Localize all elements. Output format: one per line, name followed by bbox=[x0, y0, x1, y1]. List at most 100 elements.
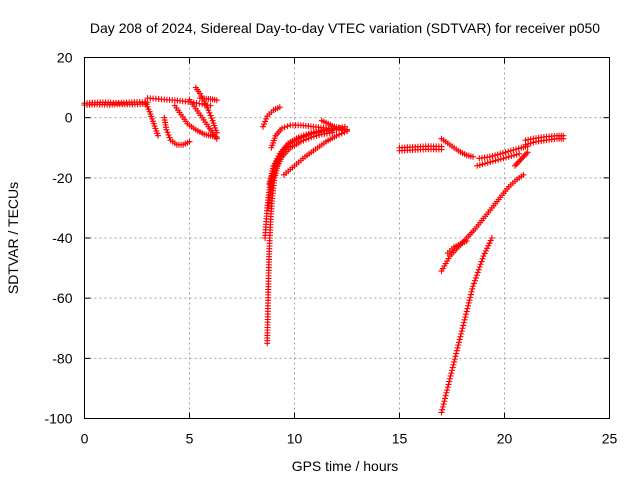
data-point bbox=[456, 339, 462, 346]
data-point bbox=[458, 328, 465, 335]
data-point bbox=[338, 130, 345, 137]
data-point bbox=[444, 387, 451, 394]
data-point bbox=[479, 255, 486, 262]
data-point bbox=[470, 280, 477, 287]
data-point bbox=[207, 112, 214, 119]
data-point bbox=[505, 148, 512, 155]
data-point bbox=[461, 316, 468, 323]
data-point bbox=[442, 395, 448, 402]
data-point bbox=[484, 159, 491, 166]
data-point bbox=[284, 123, 291, 130]
data-point bbox=[166, 134, 173, 141]
data-point bbox=[464, 305, 471, 312]
data-point bbox=[453, 347, 460, 354]
data-point bbox=[447, 372, 454, 379]
data-point bbox=[502, 149, 509, 156]
axis-ticks bbox=[84, 57, 610, 419]
data-point bbox=[513, 146, 520, 153]
series-track-03 bbox=[142, 99, 161, 139]
data-point bbox=[164, 129, 171, 136]
data-point bbox=[443, 389, 450, 396]
y-tick-labels: -100 -80 -60 -40 -20 0 20 bbox=[44, 50, 72, 427]
data-point bbox=[477, 261, 484, 268]
data-point bbox=[439, 403, 446, 410]
data-point bbox=[449, 367, 455, 374]
data-point bbox=[507, 147, 514, 154]
series-track-17 bbox=[260, 104, 283, 130]
data-point bbox=[263, 115, 270, 122]
series-track-24 bbox=[444, 238, 470, 257]
data-point bbox=[508, 153, 515, 160]
data-point bbox=[514, 159, 521, 166]
x-axis-label: GPS time / hours bbox=[292, 458, 399, 474]
series-track-21 bbox=[438, 135, 476, 160]
data-point bbox=[510, 152, 517, 159]
data-point bbox=[333, 132, 340, 139]
data-point bbox=[472, 274, 479, 281]
data-point bbox=[465, 302, 472, 309]
data-point bbox=[438, 146, 445, 153]
data-point bbox=[446, 378, 453, 385]
data-point bbox=[336, 131, 343, 138]
data-point bbox=[344, 126, 350, 133]
x-tick-label: 5 bbox=[186, 431, 194, 447]
chart-title: Day 208 of 2024, Sidereal Day-to-day VTE… bbox=[90, 20, 600, 36]
data-point bbox=[469, 285, 476, 292]
data-point bbox=[468, 288, 475, 295]
data-point bbox=[485, 242, 492, 249]
data-point bbox=[465, 299, 472, 306]
data-point bbox=[515, 145, 522, 152]
data-point bbox=[463, 308, 470, 315]
data-point bbox=[478, 258, 485, 265]
data-point bbox=[524, 149, 531, 156]
data-point bbox=[497, 150, 504, 157]
data-point bbox=[456, 336, 463, 343]
data-point bbox=[517, 156, 524, 163]
data-point bbox=[206, 109, 213, 116]
data-point bbox=[470, 283, 476, 290]
data-point bbox=[520, 171, 527, 178]
data-point bbox=[463, 238, 470, 245]
data-point bbox=[208, 115, 215, 122]
grid-lines bbox=[84, 57, 610, 419]
data-point bbox=[487, 159, 494, 166]
data-point bbox=[510, 147, 517, 154]
data-point bbox=[476, 162, 483, 169]
data-point bbox=[261, 121, 268, 128]
y-tick-label: -40 bbox=[52, 230, 72, 246]
data-point bbox=[473, 272, 480, 279]
series-track-16 bbox=[281, 128, 350, 178]
y-tick-label: 0 bbox=[65, 110, 73, 126]
y-tick-label: -80 bbox=[52, 350, 72, 366]
data-point bbox=[494, 151, 501, 158]
data-point bbox=[474, 269, 481, 276]
data-point bbox=[489, 158, 496, 165]
data-point bbox=[460, 322, 467, 329]
data-point bbox=[523, 150, 530, 157]
series-track-05 bbox=[161, 114, 193, 148]
data-point bbox=[520, 153, 527, 160]
data-point bbox=[267, 175, 274, 182]
data-point bbox=[516, 158, 523, 165]
data-point bbox=[186, 138, 193, 145]
data-point bbox=[467, 294, 474, 301]
data-point bbox=[442, 392, 449, 399]
data-point bbox=[482, 160, 489, 167]
series-track-22 bbox=[438, 235, 495, 416]
data-point bbox=[471, 277, 478, 284]
data-point bbox=[452, 353, 459, 360]
data-point bbox=[278, 125, 285, 132]
data-point bbox=[466, 297, 473, 304]
data-point bbox=[459, 325, 466, 332]
data-point bbox=[484, 245, 491, 252]
data-point bbox=[480, 253, 487, 260]
series-track-06 bbox=[171, 102, 220, 141]
data-point bbox=[213, 135, 220, 142]
data-point bbox=[486, 153, 493, 160]
x-tick-label: 0 bbox=[81, 431, 89, 447]
data-point bbox=[488, 235, 495, 241]
data-point bbox=[457, 333, 464, 340]
data-point bbox=[266, 178, 273, 185]
data-point bbox=[516, 150, 523, 157]
